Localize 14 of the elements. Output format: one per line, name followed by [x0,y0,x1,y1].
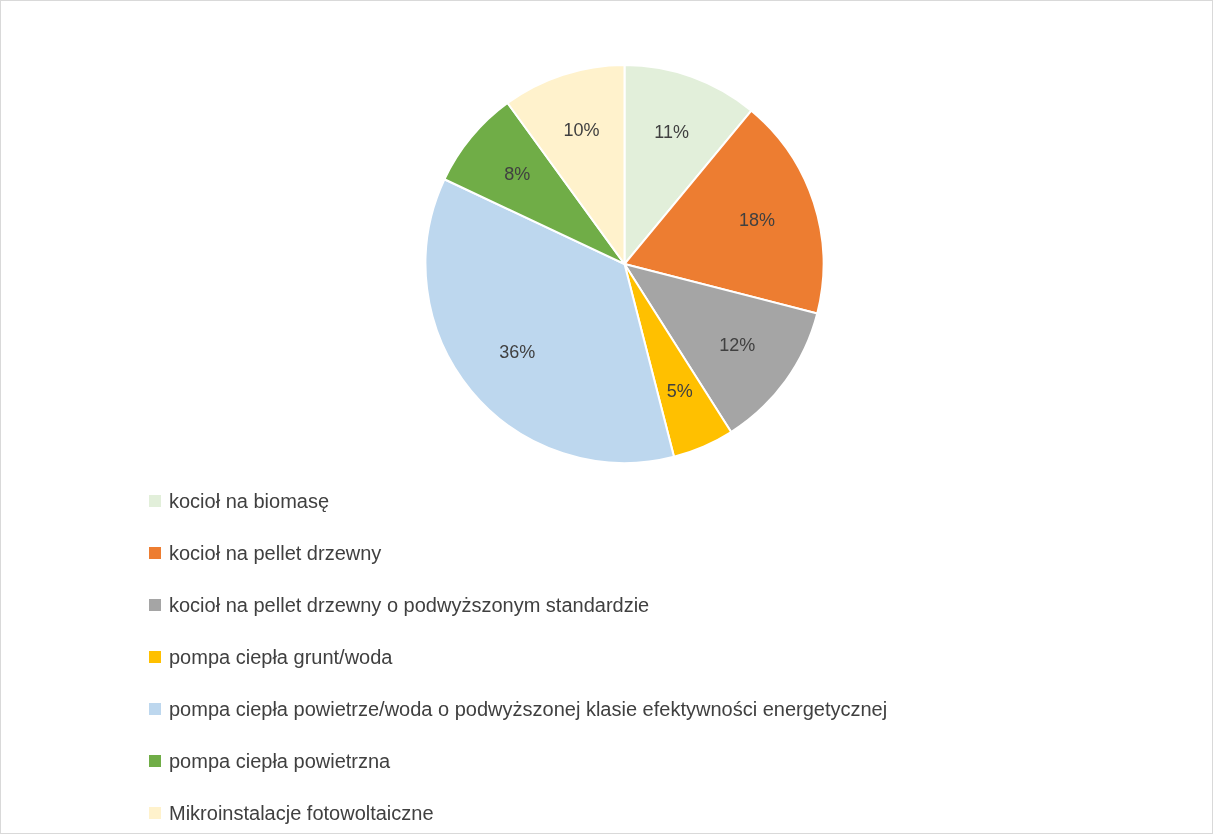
legend-label: kocioł na pellet drzewny o podwyższonym standardzie [169,593,650,617]
data-label: 10% [563,120,600,141]
data-label: 36% [499,341,536,362]
legend-label: kocioł na pellet drzewny [169,541,382,565]
data-label: 18% [738,209,775,230]
legend-label: pompa ciepła powietrzna [169,749,391,773]
legend-label: Mikroinstalacje fotowoltaiczne [169,801,434,825]
legend-label: pompa ciepła grunt/woda [169,645,393,669]
data-label: 8% [504,164,531,185]
data-label: 5% [666,380,693,401]
legend-label: pompa ciepła powietrze/woda o podwyższonej klasie efektywności energetycznej [169,697,888,721]
legend-label: kocioł na biomasę [169,489,330,513]
data-label: 11% [654,121,690,142]
data-label: 12% [719,334,756,355]
